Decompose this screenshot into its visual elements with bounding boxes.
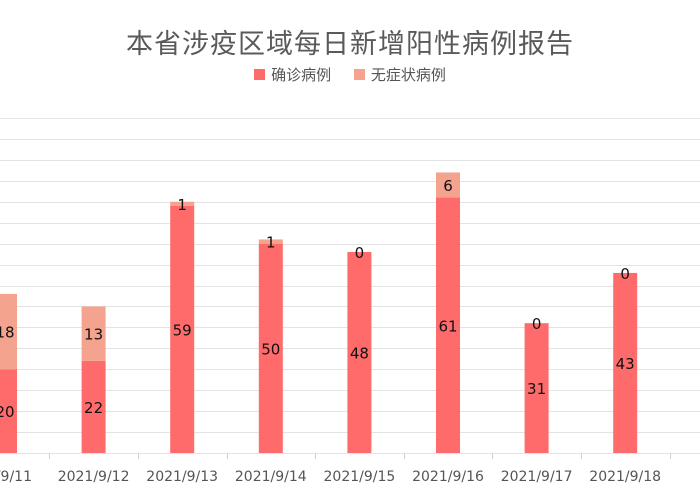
legend-item-asymptomatic: 无症状病例 bbox=[353, 64, 446, 85]
legend-swatch-asymptomatic bbox=[353, 69, 365, 80]
bar-confirmed bbox=[436, 197, 460, 453]
data-label-asymptomatic: 1 bbox=[266, 234, 276, 252]
bar-asymptomatic bbox=[436, 172, 460, 198]
bars bbox=[0, 172, 638, 453]
x-tick-label: 21/9/11 bbox=[0, 469, 32, 485]
bar-confirmed bbox=[81, 360, 106, 453]
x-tick-label: 2021/9/17 bbox=[501, 469, 573, 485]
data-label-confirmed: 50 bbox=[261, 340, 280, 358]
x-tick-label: 2021/9/18 bbox=[589, 469, 661, 485]
chart-title: 本省涉疫区域每日新增阳性病例报告 bbox=[126, 29, 574, 60]
data-label-confirmed: 61 bbox=[438, 317, 457, 335]
data-label-asymptomatic: 13 bbox=[84, 326, 103, 344]
bar-asymptomatic bbox=[81, 306, 106, 361]
legend-label-asymptomatic: 无症状病例 bbox=[370, 66, 446, 84]
bar-confirmed bbox=[170, 205, 195, 453]
legend-swatch-confirmed bbox=[254, 69, 266, 80]
data-label-asymptomatic: 1 bbox=[177, 196, 187, 214]
data-labels: 20 18 22 13 59 1 50 1 48 0 61 6 31 0 43 0 bbox=[0, 177, 635, 421]
bar-confirmed bbox=[613, 272, 638, 453]
legend-label-confirmed: 确诊病例 bbox=[271, 66, 332, 84]
data-label-confirmed: 48 bbox=[350, 345, 369, 363]
bar-asymptomatic bbox=[170, 201, 195, 206]
x-axis-ticks: 21/9/11 2021/9/12 2021/9/13 2021/9/14 2021/9… bbox=[0, 469, 661, 485]
data-label-confirmed: 22 bbox=[84, 399, 103, 417]
data-label-asymptomatic: 0 bbox=[532, 315, 542, 333]
data-label-asymptomatic: 0 bbox=[355, 244, 365, 262]
data-label-confirmed: 43 bbox=[616, 355, 635, 373]
x-tick-label: 2021/9/12 bbox=[58, 469, 130, 485]
x-tick-label: 2021/9/13 bbox=[146, 469, 218, 485]
data-label-asymptomatic: 0 bbox=[620, 265, 630, 283]
x-tick-label: 2021/9/14 bbox=[235, 469, 307, 485]
bar-confirmed bbox=[258, 243, 283, 453]
legend-item-confirmed: 确诊病例 bbox=[254, 64, 331, 85]
data-label-confirmed: 59 bbox=[173, 321, 192, 339]
x-tick-label: 2021/9/15 bbox=[324, 469, 396, 485]
data-label-confirmed: 20 bbox=[0, 403, 15, 421]
bar-confirmed bbox=[524, 323, 549, 453]
x-tick-label: 2021/9/16 bbox=[412, 469, 484, 485]
bar-asymptomatic bbox=[258, 239, 283, 244]
bar-confirmed bbox=[0, 369, 17, 453]
data-label-confirmed: 31 bbox=[527, 380, 546, 398]
bar-confirmed bbox=[347, 252, 372, 453]
data-label-asymptomatic: 18 bbox=[0, 324, 15, 342]
legend: 确诊病例 无症状病例 bbox=[0, 64, 700, 85]
bar-asymptomatic bbox=[0, 293, 17, 370]
data-label-asymptomatic: 6 bbox=[443, 177, 453, 195]
